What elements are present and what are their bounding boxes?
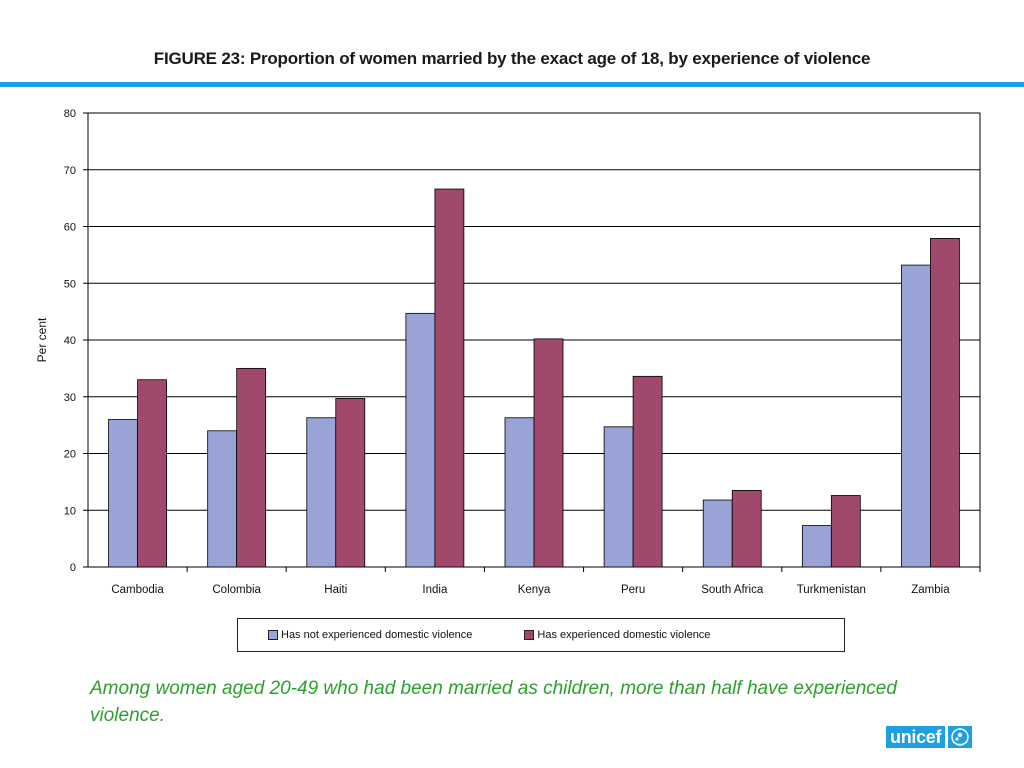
bar-chart: 0 10 20 30 40 50 60 70 80 Per cent Cambodia Colombi… xyxy=(35,108,981,596)
logo-wordmark: unicef xyxy=(886,726,946,748)
y-tick-label: 30 xyxy=(64,392,76,404)
bar-no-violence xyxy=(108,419,138,568)
y-tick-label: 80 xyxy=(64,108,76,120)
x-category-label: Peru xyxy=(621,584,645,596)
x-category-label: Turkmenistan xyxy=(797,584,866,596)
bar-no-violence xyxy=(207,430,238,568)
bar-no-violence xyxy=(603,426,634,568)
y-tick-label: 0 xyxy=(70,562,76,574)
legend-item-violence: Has experienced domestic violence xyxy=(524,629,710,641)
bar-violence xyxy=(236,367,267,568)
bar-no-violence xyxy=(405,312,436,568)
bar-violence xyxy=(632,375,663,568)
x-category-label: Kenya xyxy=(518,584,551,596)
unicef-emblem-icon xyxy=(948,726,973,748)
unicef-logo: unicef xyxy=(886,726,973,748)
y-tick-label: 70 xyxy=(64,165,76,177)
x-category-label: Haiti xyxy=(324,584,347,596)
bar-violence xyxy=(731,489,762,568)
x-category-label: India xyxy=(422,584,448,596)
y-tick-label: 40 xyxy=(64,335,76,347)
chart-legend: Has not experienced domestic violence Ha… xyxy=(237,618,845,652)
legend-swatch-violence xyxy=(524,630,535,640)
y-tick-label: 20 xyxy=(64,449,76,461)
slide-title: FIGURE 23: Proportion of women married b… xyxy=(153,49,871,68)
bar-no-violence xyxy=(801,525,832,568)
x-category-label: Cambodia xyxy=(111,584,164,596)
legend-label-no-violence: Has not experienced domestic violence xyxy=(281,629,473,641)
legend-label-violence: Has experienced domestic violence xyxy=(537,629,711,641)
legend-swatch-no-violence xyxy=(268,630,278,640)
y-tick-label: 50 xyxy=(64,278,76,290)
x-category-label: Zambia xyxy=(911,584,950,596)
legend-item-no-violence: Has not experienced domestic violence xyxy=(268,629,472,641)
bar-violence xyxy=(533,338,564,568)
bar-violence xyxy=(434,188,465,568)
y-tick-label: 10 xyxy=(64,505,76,517)
title-divider xyxy=(0,82,1024,87)
y-axis-title: Per cent xyxy=(35,317,49,362)
bar-violence xyxy=(137,379,167,568)
x-category-label: South Africa xyxy=(701,584,764,596)
bar-no-violence xyxy=(306,417,337,568)
slide-caption: Among women aged 20-49 who had been marr… xyxy=(90,678,897,726)
bar-violence xyxy=(335,398,366,568)
bar-no-violence xyxy=(504,417,535,568)
y-tick-label: 60 xyxy=(64,222,76,234)
x-category-label: Colombia xyxy=(212,584,261,596)
bar-violence xyxy=(830,495,861,568)
bar-no-violence xyxy=(901,264,931,568)
bar-violence xyxy=(930,238,960,568)
bar-no-violence xyxy=(702,499,733,568)
